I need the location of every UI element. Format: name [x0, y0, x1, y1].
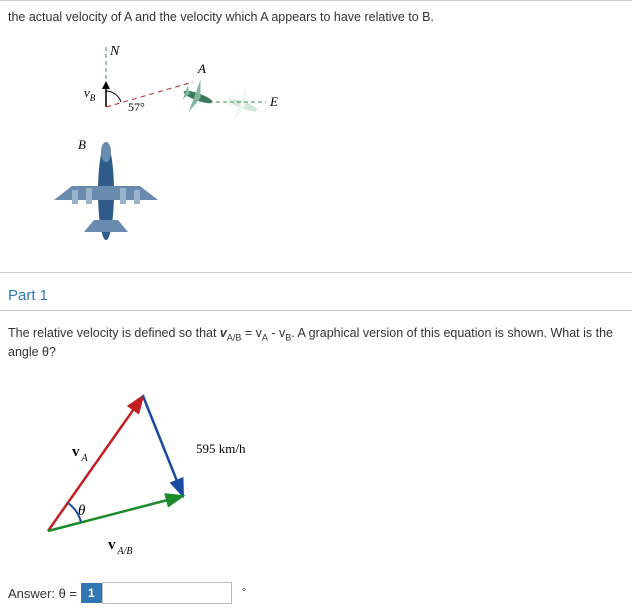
triangle-figure: θ vA 595 km/h vA/B [8, 361, 624, 564]
attempt-badge: 1 [81, 583, 102, 603]
vab-label: vA/B [108, 537, 133, 557]
angle-label: 57° [128, 100, 145, 114]
answer-label: Answer: θ = [8, 586, 77, 601]
triangle-svg: θ vA 595 km/h vA/B [28, 381, 308, 561]
plane-b [54, 142, 158, 240]
plane-a [178, 75, 218, 118]
problem-intro: the actual velocity of A and the velocit… [8, 9, 624, 27]
va-label: vA [72, 444, 89, 464]
north-label: N [109, 44, 120, 59]
angle-ray [106, 82, 193, 107]
a-label: A [197, 61, 206, 76]
answer-row: Answer: θ = 1 ° [8, 582, 624, 604]
answer-unit: ° [242, 587, 246, 599]
plane-a-ghost [223, 83, 263, 126]
problem-intro-section: the actual velocity of A and the velocit… [0, 0, 632, 272]
figure-1-svg: N vB 57° A E [48, 37, 308, 257]
p1-prefix: The relative velocity is defined so that [8, 326, 220, 340]
theta-label: θ [78, 503, 86, 519]
speed-label: 595 km/h [196, 441, 246, 456]
answer-input[interactable] [102, 582, 232, 604]
b-label: B [78, 137, 86, 152]
figure-1: N vB 57° A E [8, 27, 624, 260]
part-1-heading: Part 1 [0, 272, 632, 310]
vb-arrowhead [102, 81, 110, 89]
part-1-text: The relative velocity is defined so that… [8, 325, 624, 362]
vb-label: vB [84, 85, 96, 103]
east-label: E [269, 94, 278, 109]
angle-arc [106, 91, 121, 102]
speed-edge [143, 396, 183, 496]
part-1-body: The relative velocity is defined so that… [0, 310, 632, 612]
